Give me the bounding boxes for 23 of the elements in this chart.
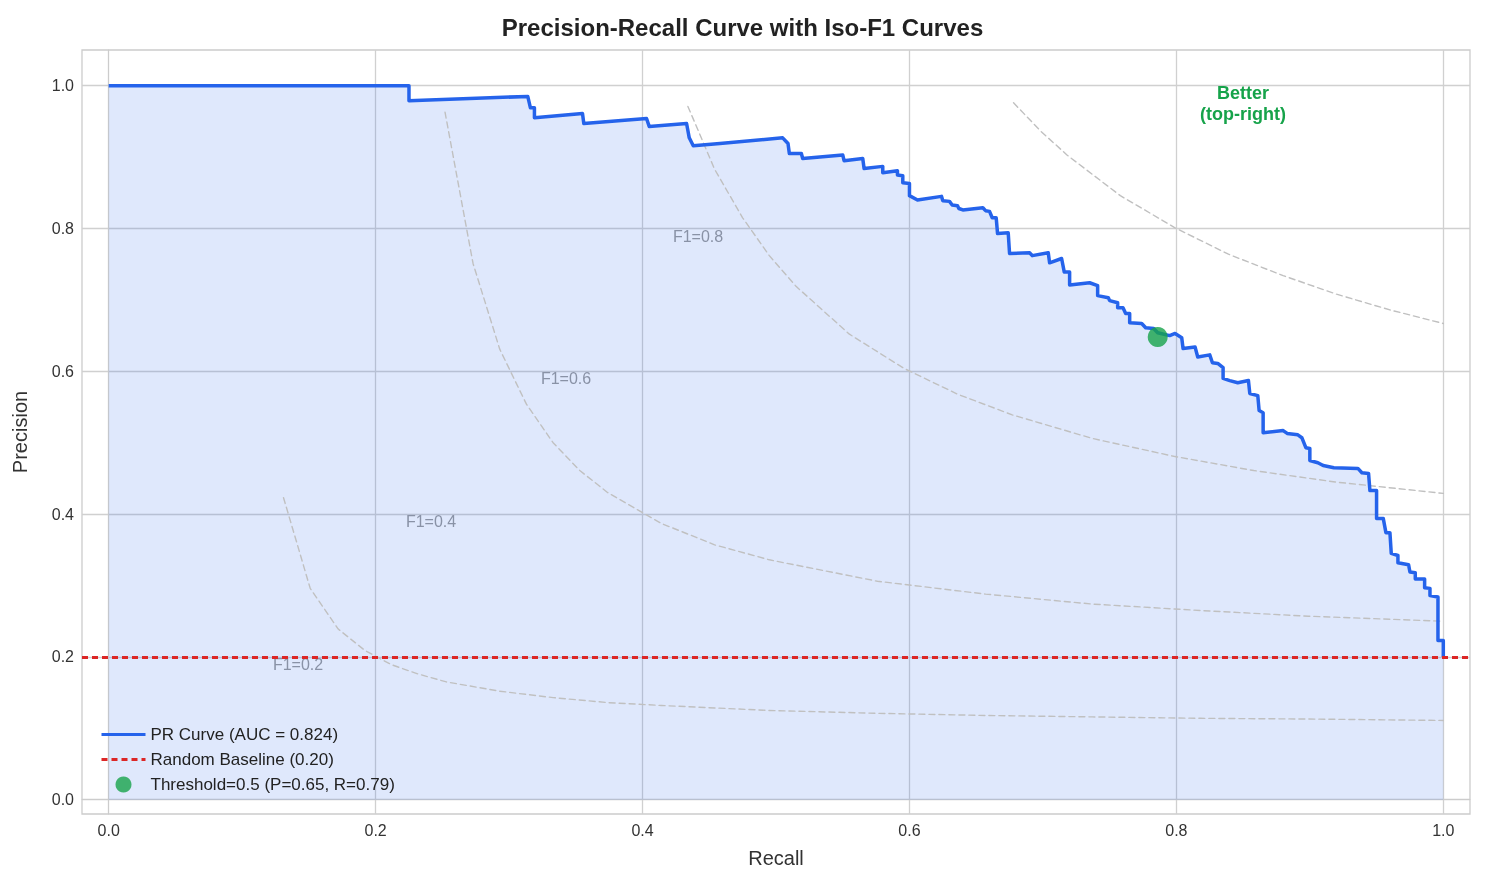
line-series	[1012, 102, 1445, 325]
legend-label: Threshold=0.5 (P=0.65, R=0.79)	[150, 775, 395, 794]
x-tick-label: 0.0	[97, 821, 120, 839]
annotation: F1=0.8	[672, 227, 724, 245]
legend-label: PR Curve (AUC = 0.824)	[150, 725, 339, 744]
x-tick-label: 0.4	[631, 821, 654, 839]
chart-title: Precision-Recall Curve with Iso-F1 Curves	[501, 13, 984, 41]
y-tick-label: 1.0	[51, 77, 75, 95]
x-axis-title: Recall	[748, 847, 804, 869]
x-tick-label: 0.6	[898, 821, 921, 839]
x-tick-label: 0.2	[364, 821, 387, 839]
annotation: F1=0.6	[540, 369, 592, 387]
x-tick-label: 1.0	[1432, 821, 1455, 839]
x-tick-label: 0.8	[1165, 821, 1188, 839]
annotation: F1=0.4	[405, 512, 457, 530]
y-tick-label: 0.8	[51, 220, 75, 237]
y-tick-label: 0.4	[51, 505, 75, 523]
y-axis-title: Precision	[9, 390, 31, 474]
y-tick-label: 0.2	[51, 648, 75, 666]
annotation: Better (top-right)	[1200, 82, 1286, 124]
y-tick-label: 0.6	[51, 362, 75, 380]
y-tick-label: 0.0	[51, 791, 75, 809]
legend-label: Random Baseline (0.20)	[150, 750, 334, 769]
